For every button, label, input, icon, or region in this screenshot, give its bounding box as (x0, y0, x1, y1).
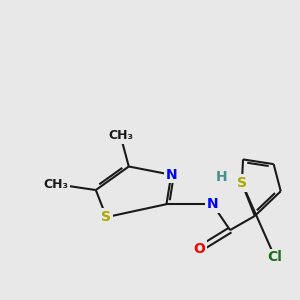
Text: CH₃: CH₃ (43, 178, 68, 191)
Text: CH₃: CH₃ (108, 129, 133, 142)
Text: S: S (237, 176, 247, 190)
Text: N: N (165, 168, 177, 182)
Text: H: H (216, 170, 228, 184)
Text: S: S (101, 210, 111, 224)
Text: O: O (194, 242, 206, 256)
Text: N: N (207, 197, 218, 211)
Text: Cl: Cl (267, 250, 282, 264)
